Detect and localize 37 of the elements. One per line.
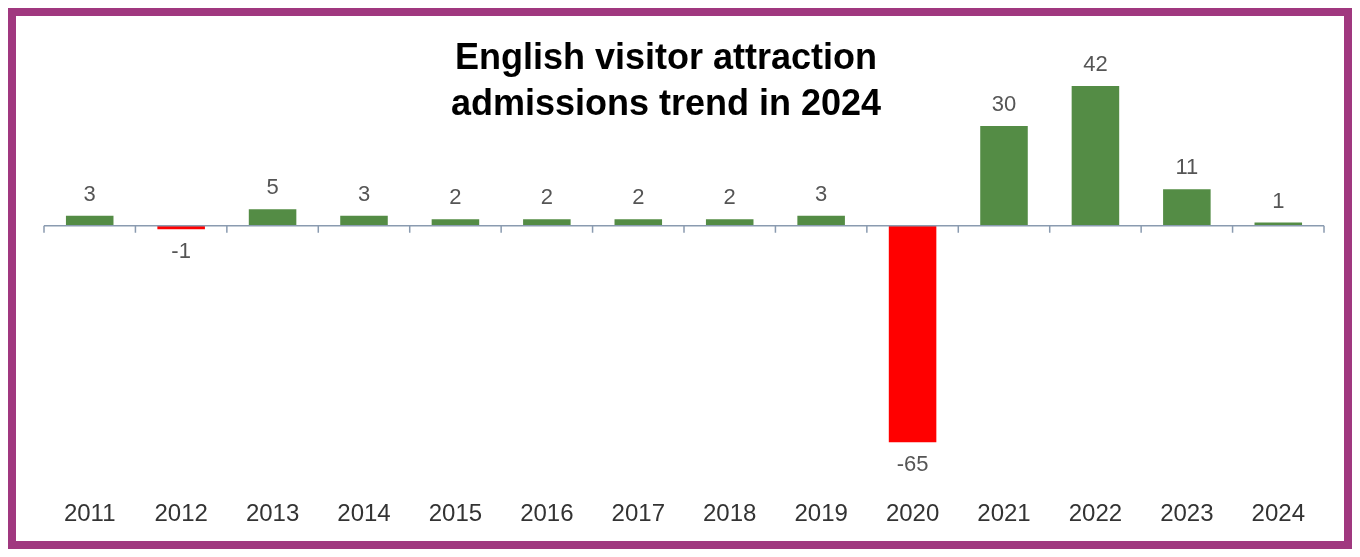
data-label: 3 [83,180,96,206]
data-label: 2 [632,184,645,210]
data-label: -65 [896,451,929,477]
data-label: 42 [1083,51,1108,76]
data-label: -1 [171,238,191,264]
bar [523,219,571,226]
x-tick-label: 2012 [154,499,208,527]
x-tick-label: 2019 [794,499,848,527]
bar [1163,189,1211,226]
data-label: 5 [266,174,279,200]
x-tick-label: 2020 [885,499,940,527]
data-label: 3 [357,180,371,206]
x-tick-label: 2023 [1160,499,1214,527]
bar [797,215,845,226]
x-tick-label: 2013 [245,499,300,527]
data-label: 2 [540,184,553,210]
x-tick-label: 2014 [337,499,391,527]
data-label: 2 [449,184,462,210]
x-tick-label: 2015 [428,499,483,527]
data-label: 3 [815,180,828,206]
x-tick-label: 2024 [1251,499,1305,527]
x-tick-label: 2016 [520,499,574,527]
x-tick-label: 2011 [63,499,116,527]
x-tick-label: 2018 [703,499,757,527]
data-label: 1 [1272,187,1285,213]
x-tick-label: 2021 [977,499,1031,527]
bar [340,215,388,226]
bar [888,225,937,443]
x-tick-label: 2017 [611,499,665,527]
data-label: 30 [991,90,1017,116]
data-label: 11 [1175,154,1199,180]
chart-title: English visitor attraction admissions trend in 2024 [449,35,883,125]
bar [248,209,297,226]
bar [980,125,1028,226]
data-label: 2 [723,184,736,210]
bar [1071,85,1120,226]
x-tick-label: 2022 [1068,499,1123,527]
